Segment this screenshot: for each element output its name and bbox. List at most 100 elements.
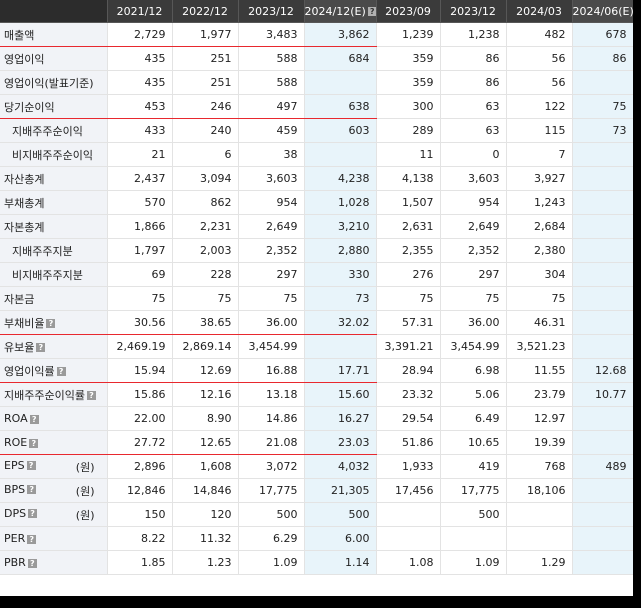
table-cell: 276 xyxy=(376,262,441,287)
table-row: 부채총계 570 862 954 1,028 1,507 954 1,243 xyxy=(0,190,633,215)
row-header: DPS? (원) xyxy=(0,502,108,527)
table-cell xyxy=(572,190,633,215)
table-cell: 459 xyxy=(238,118,305,143)
table-cell: 1.09 xyxy=(440,550,507,575)
table-cell xyxy=(572,430,633,455)
help-icon[interactable]: ? xyxy=(27,534,37,544)
row-header: 자본총계 xyxy=(0,214,108,239)
table-cell: 297 xyxy=(238,262,305,287)
row-header: PBR? xyxy=(0,550,108,575)
table-cell: 7 xyxy=(506,142,573,167)
table-cell: 16.27 xyxy=(304,406,377,431)
row-header: EPS? (원) xyxy=(0,454,108,479)
row-label: 자산총계 xyxy=(4,172,45,186)
table-cell: 29.54 xyxy=(376,406,441,431)
table-cell xyxy=(506,502,573,527)
table-cell: 489 xyxy=(572,454,633,479)
table-cell: 2,631 xyxy=(376,214,441,239)
help-icon[interactable]: ? xyxy=(27,485,37,494)
table-cell: 3,521.23 xyxy=(506,334,573,359)
help-icon[interactable]: ? xyxy=(56,367,66,376)
table-cell: 1,797 xyxy=(107,238,173,263)
table-cell xyxy=(572,286,633,311)
header-row: 2021/12 2022/12 2023/12 2024/12(E)? 2023/09 2… xyxy=(0,0,633,23)
table-row: 비지배주주지분 69 228 297 330 276 297 304 xyxy=(0,262,633,287)
row-header: 비지배주주순이익 xyxy=(0,142,108,167)
table-cell: 2,729 xyxy=(107,22,173,47)
table-cell: 6 xyxy=(172,142,239,167)
row-label: PBR xyxy=(4,556,26,569)
table-cell: 1.14 xyxy=(304,550,377,575)
table-cell: 3,454.99 xyxy=(238,334,305,359)
table-cell: 1,933 xyxy=(376,454,441,479)
table-cell: 1,028 xyxy=(304,190,377,215)
table-row: 부채비율? 30.56 38.65 36.00 32.02 57.31 36.00 46.31 xyxy=(0,310,633,335)
table-cell: 2,649 xyxy=(238,214,305,239)
help-icon[interactable]: ? xyxy=(367,7,375,16)
table-cell: 3,483 xyxy=(238,22,305,47)
table-cell: 11.55 xyxy=(506,358,573,383)
table-cell: 330 xyxy=(304,262,377,287)
table-cell: 2,880 xyxy=(304,238,377,263)
help-icon[interactable]: ? xyxy=(86,391,96,400)
help-icon[interactable]: ? xyxy=(46,319,56,328)
help-icon[interactable]: ? xyxy=(27,558,37,568)
help-icon[interactable]: ? xyxy=(26,461,36,470)
table-cell: 638 xyxy=(304,94,377,119)
help-icon[interactable]: ? xyxy=(36,343,46,352)
table-cell: 2,352 xyxy=(440,238,507,263)
table-cell: 1,977 xyxy=(172,22,239,47)
table-cell xyxy=(572,526,633,551)
table-cell: 75 xyxy=(572,94,633,119)
table-cell: 240 xyxy=(172,118,239,143)
column-header-label: 2023/09 xyxy=(385,4,431,18)
help-icon[interactable]: ? xyxy=(28,509,38,518)
table-row: PBR? 1.85 1.23 1.09 1.14 1.08 1.09 1.29 xyxy=(0,550,633,575)
table-cell: 17,456 xyxy=(376,478,441,503)
table-cell: 678 xyxy=(572,22,633,47)
table-cell: 17,775 xyxy=(440,478,507,503)
help-icon[interactable]: ? xyxy=(29,414,39,424)
row-label: 비지배주주순이익 xyxy=(12,148,93,162)
row-header: PER? xyxy=(0,526,108,551)
row-unit-label: (원) xyxy=(75,508,95,522)
table-cell: 3,603 xyxy=(238,166,305,191)
table-cell: 51.86 xyxy=(376,430,441,455)
table-cell xyxy=(376,526,441,551)
table-cell: 14.86 xyxy=(238,406,305,431)
table-cell: 4,032 xyxy=(304,454,377,479)
table-cell: 16.88 xyxy=(238,358,305,383)
table-row: 당기순이익 453 246 497 638 300 63 122 75 xyxy=(0,94,633,119)
row-header: ROE? xyxy=(0,430,108,455)
table-cell: 297 xyxy=(440,262,507,287)
table-cell: 75 xyxy=(107,286,173,311)
table-cell: 15.60 xyxy=(304,382,377,407)
table-cell: 2,352 xyxy=(238,238,305,263)
table-cell xyxy=(572,262,633,287)
table-cell: 684 xyxy=(304,46,377,71)
column-header-7: 2024/06(E)? xyxy=(572,0,633,23)
help-icon[interactable]: ? xyxy=(29,438,39,448)
table-cell: 304 xyxy=(506,262,573,287)
row-unit-label: (원) xyxy=(75,484,95,498)
table-cell: 954 xyxy=(440,190,507,215)
table-row: 비지배주주순이익 21 6 38 11 0 7 xyxy=(0,142,633,167)
row-label: DPS xyxy=(4,506,27,520)
table-cell: 1,238 xyxy=(440,22,507,47)
table-cell: 10.65 xyxy=(440,430,507,455)
row-header: 당기순이익 xyxy=(0,94,108,119)
table-cell: 38.65 xyxy=(172,310,239,335)
row-label: ROA xyxy=(4,412,28,425)
table-row: 자본총계 1,866 2,231 2,649 3,210 2,631 2,649 2,684 xyxy=(0,214,633,239)
table-cell: 15.86 xyxy=(107,382,173,407)
table-cell: 2,869.14 xyxy=(172,334,239,359)
table-cell: 2,649 xyxy=(440,214,507,239)
table-row: 자본금 75 75 75 73 75 75 75 xyxy=(0,286,633,311)
table-cell: 251 xyxy=(172,46,239,71)
table-cell: 75 xyxy=(376,286,441,311)
table-cell: 75 xyxy=(238,286,305,311)
table-cell: 6.49 xyxy=(440,406,507,431)
column-header-label: 2023/12 xyxy=(248,4,294,18)
table-cell: 115 xyxy=(506,118,573,143)
column-header-6: 2024/03 xyxy=(506,0,573,23)
